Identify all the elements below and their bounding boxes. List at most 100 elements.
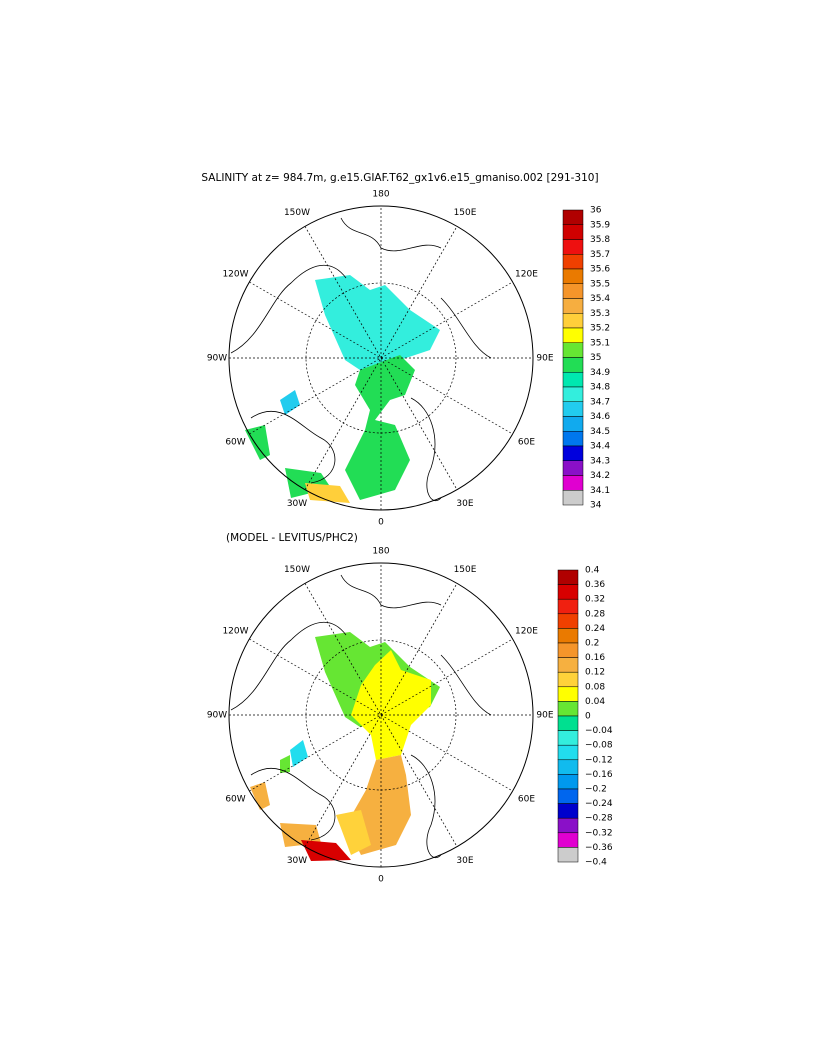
colorbar-box — [557, 613, 579, 629]
colorbar-box — [557, 569, 579, 585]
colorbar-label: 35.9 — [590, 220, 610, 230]
colorbar-label: 35.7 — [590, 250, 610, 260]
colorbar-label: 35.1 — [590, 338, 610, 348]
longitude-label: 120E — [515, 270, 538, 280]
colorbar-box — [557, 701, 579, 717]
colorbar-label: 35.8 — [590, 235, 610, 245]
longitude-label: 0 — [378, 518, 384, 528]
colorbar-box — [557, 671, 579, 688]
meridian — [304, 583, 458, 847]
colorbar-label: −0.36 — [585, 843, 613, 853]
colorbar-label: 0.32 — [585, 595, 605, 605]
colorbar-label: −0.12 — [585, 755, 613, 765]
field-region — [336, 810, 371, 855]
colorbar-box — [562, 401, 584, 417]
colorbar-box — [557, 642, 579, 658]
field-region — [280, 390, 300, 415]
panel-title: (MODEL - LEVITUS/PHC2) — [226, 532, 358, 544]
field-region — [301, 840, 351, 861]
colorbar-box — [562, 298, 584, 314]
colorbar-box — [562, 445, 584, 461]
colorbar-box — [562, 460, 584, 476]
longitude-label: 150W — [284, 565, 310, 575]
colorbar-label: 34.7 — [590, 397, 610, 407]
colorbar-box — [562, 372, 584, 388]
map — [228, 562, 534, 868]
longitude-label: 150W — [284, 208, 310, 218]
colorbar-box — [557, 744, 579, 761]
colorbar-box — [562, 224, 584, 240]
colorbar-box — [562, 209, 584, 225]
colorbar-label: 35.4 — [590, 294, 610, 304]
colorbar-box — [562, 268, 584, 284]
colorbar-label: 34.6 — [590, 412, 610, 422]
colorbar-label: 35.3 — [590, 309, 610, 319]
longitude-label: 120E — [515, 627, 538, 637]
longitude-label: 150E — [454, 208, 477, 218]
colorbar-box — [562, 431, 584, 447]
colorbar-label: 36 — [590, 206, 602, 216]
colorbar-label: 0.08 — [585, 682, 605, 692]
colorbar-box — [562, 313, 584, 329]
colorbar-box — [562, 357, 584, 373]
colorbar-label: 0.12 — [585, 668, 605, 678]
colorbar-box — [562, 327, 584, 343]
colorbar-label: 34.1 — [590, 486, 610, 496]
colorbar-box — [557, 730, 579, 746]
colorbar-label: −0.4 — [585, 858, 607, 868]
coastline — [230, 217, 492, 501]
colorbar-box — [562, 416, 584, 432]
longitude-label: 180 — [372, 547, 389, 557]
colorbar-box — [562, 254, 584, 270]
colorbar-label: 35 — [590, 353, 601, 363]
colorbar-box — [562, 283, 584, 299]
longitude-label: 0 — [378, 875, 384, 885]
colorbar-label: −0.32 — [585, 828, 613, 838]
panel-title: SALINITY at z= 984.7m, g.e15.GIAF.T62_gx… — [201, 172, 598, 184]
meridian — [304, 226, 458, 490]
colorbar-label: 0.4 — [585, 566, 600, 576]
colorbar-box — [562, 490, 584, 506]
colorbar-label: 34.8 — [590, 383, 610, 393]
colorbar-box — [557, 847, 579, 863]
colorbar-label: 34.2 — [590, 471, 610, 481]
colorbar-box — [557, 759, 579, 775]
colorbar-label: 0.24 — [585, 624, 605, 634]
colorbar-label: 34.5 — [590, 427, 610, 437]
longitude-label: 30W — [287, 856, 307, 866]
colorbar-label: 34 — [590, 501, 602, 511]
colorbar-box — [562, 239, 584, 255]
longitude-label: 180 — [372, 190, 389, 200]
field-region — [315, 275, 440, 370]
colorbar-box — [557, 598, 579, 615]
colorbar-box — [557, 686, 579, 702]
colorbar-label: 0.2 — [585, 639, 599, 649]
longitude-label: 90W — [207, 711, 227, 721]
longitude-label: 90E — [536, 354, 553, 364]
colorbar-box — [557, 817, 579, 834]
field-region — [351, 650, 431, 760]
longitude-label: 120W — [222, 627, 248, 637]
colorbar-box — [557, 832, 579, 848]
colorbar-label: −0.04 — [585, 726, 613, 736]
longitude-label: 60W — [225, 795, 245, 805]
longitude-label: 90W — [207, 354, 227, 364]
longitude-label: 120W — [222, 270, 248, 280]
field-region — [305, 483, 350, 503]
colorbar-label: −0.08 — [585, 741, 613, 751]
colorbar-label: −0.28 — [585, 814, 613, 824]
colorbar-box — [557, 803, 579, 819]
field-region — [245, 425, 270, 460]
colorbar-box — [562, 342, 584, 358]
colorbar-box — [557, 584, 579, 600]
colorbar-label: 34.4 — [590, 442, 610, 452]
colorbar-label: −0.2 — [585, 785, 607, 795]
longitude-label: 150E — [454, 565, 477, 575]
field-region — [280, 755, 290, 773]
colorbar-label: 34.3 — [590, 456, 610, 466]
colorbar-label: 0 — [585, 712, 591, 722]
colorbar-label: 35.6 — [590, 265, 610, 275]
colorbar-box — [557, 715, 579, 731]
colorbar-box — [557, 628, 579, 644]
